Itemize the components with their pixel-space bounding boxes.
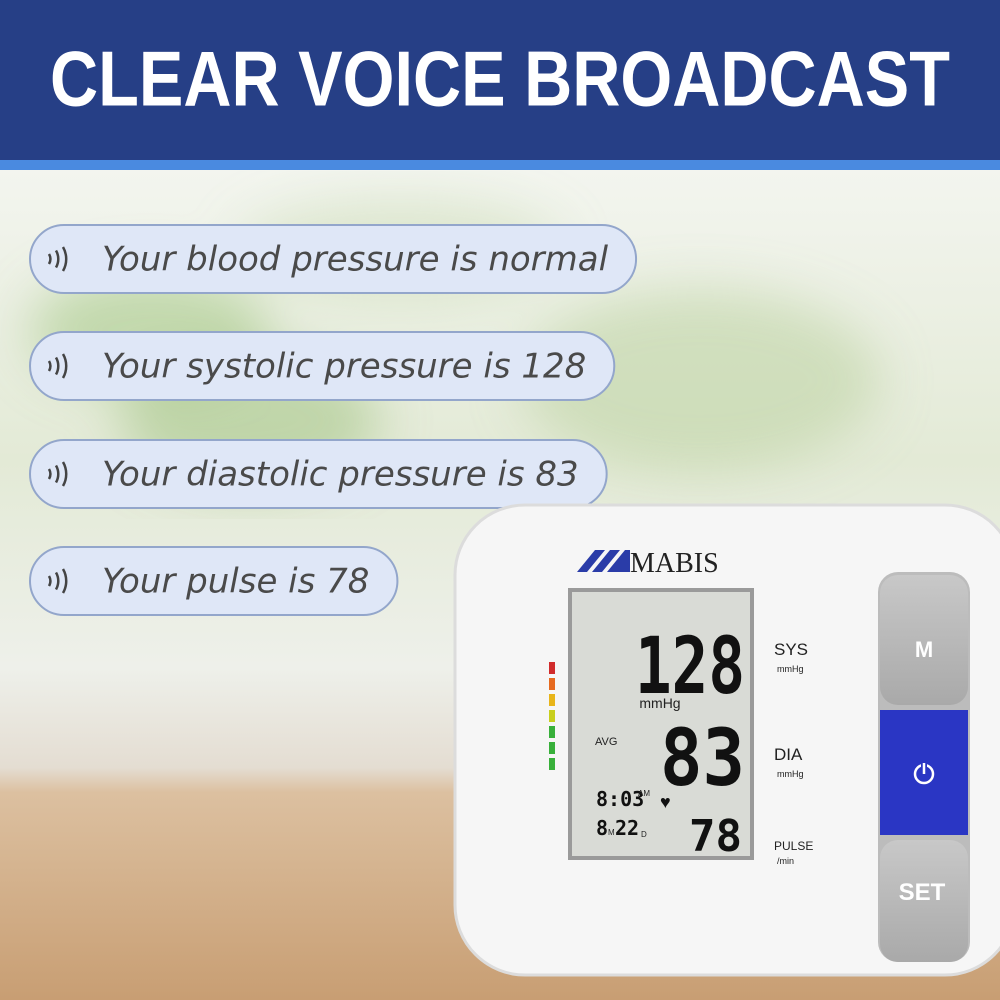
risk-bar	[549, 662, 555, 770]
diastolic-reading: 83	[660, 714, 745, 804]
reading-label: PULSE	[774, 839, 813, 853]
month-suffix: M	[608, 828, 615, 837]
sound-icon	[54, 356, 60, 376]
reading-unit: mmHg	[777, 769, 804, 779]
message-bubble	[29, 331, 616, 401]
sound-icon	[47, 575, 52, 587]
heart-icon: ♥	[660, 792, 671, 812]
header-bar	[0, 0, 1000, 160]
set-button[interactable]	[880, 840, 968, 962]
sound-icon	[54, 571, 60, 591]
message-text: Your systolic pressure is 128	[102, 347, 586, 387]
message-text: Your diastolic pressure is 83	[102, 455, 579, 495]
sound-icon	[54, 464, 60, 484]
message-bubble	[29, 224, 638, 294]
systolic-reading: 128	[635, 622, 745, 712]
reading-unit: /min	[777, 856, 794, 866]
time-suffix: AM	[638, 789, 650, 798]
pulse-reading: 78	[689, 811, 742, 862]
date-month: 8	[596, 816, 608, 840]
sound-icon	[61, 461, 68, 487]
sound-icon	[61, 246, 68, 272]
sound-icon	[47, 253, 52, 265]
reading-unit: mmHg	[777, 664, 804, 674]
date-day: 22	[615, 816, 639, 840]
brand: MABIS	[630, 548, 719, 579]
sound-icon	[47, 468, 52, 480]
message-list: Your blood pressure is normal Your systol…	[29, 224, 638, 616]
message-bubble	[29, 439, 608, 509]
header-stripe	[0, 160, 1000, 170]
screen	[572, 592, 750, 856]
device: M SET MABIS 128 mmHg AVG 83 8:03 AM 8 M …	[453, 503, 1000, 977]
display-unit: mmHg	[639, 695, 680, 711]
sound-icon	[61, 568, 68, 594]
reading-labels: SYS mmHg DIA mmHg PULSE/min	[774, 640, 813, 866]
message-text: Your blood pressure is normal	[102, 240, 609, 280]
avg-indicator: AVG	[595, 736, 617, 748]
memory-button[interactable]	[880, 575, 968, 705]
day-suffix: D	[641, 830, 647, 839]
sound-icon	[54, 249, 60, 269]
title: CLEAR VOICE BROADCAST	[50, 35, 950, 123]
message-text: Your pulse is 78	[102, 562, 369, 602]
time: 8:03	[596, 787, 644, 811]
reading-label: SYS	[774, 640, 808, 659]
sound-icon	[61, 353, 68, 379]
memory-button-label: M	[915, 637, 933, 662]
reading-label: DIA	[774, 745, 803, 764]
set-button-label: SET	[899, 879, 946, 906]
sound-icon	[47, 360, 52, 372]
message-bubble	[29, 546, 399, 616]
